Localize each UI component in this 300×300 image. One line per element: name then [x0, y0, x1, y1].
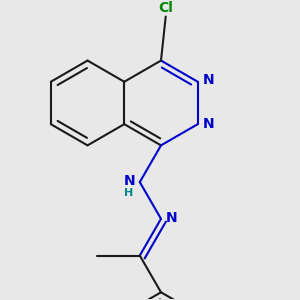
Text: N: N [165, 211, 177, 225]
Text: H: H [124, 188, 134, 198]
Text: N: N [203, 74, 214, 88]
Text: Cl: Cl [158, 1, 173, 15]
Text: N: N [124, 174, 135, 188]
Text: N: N [203, 117, 214, 131]
